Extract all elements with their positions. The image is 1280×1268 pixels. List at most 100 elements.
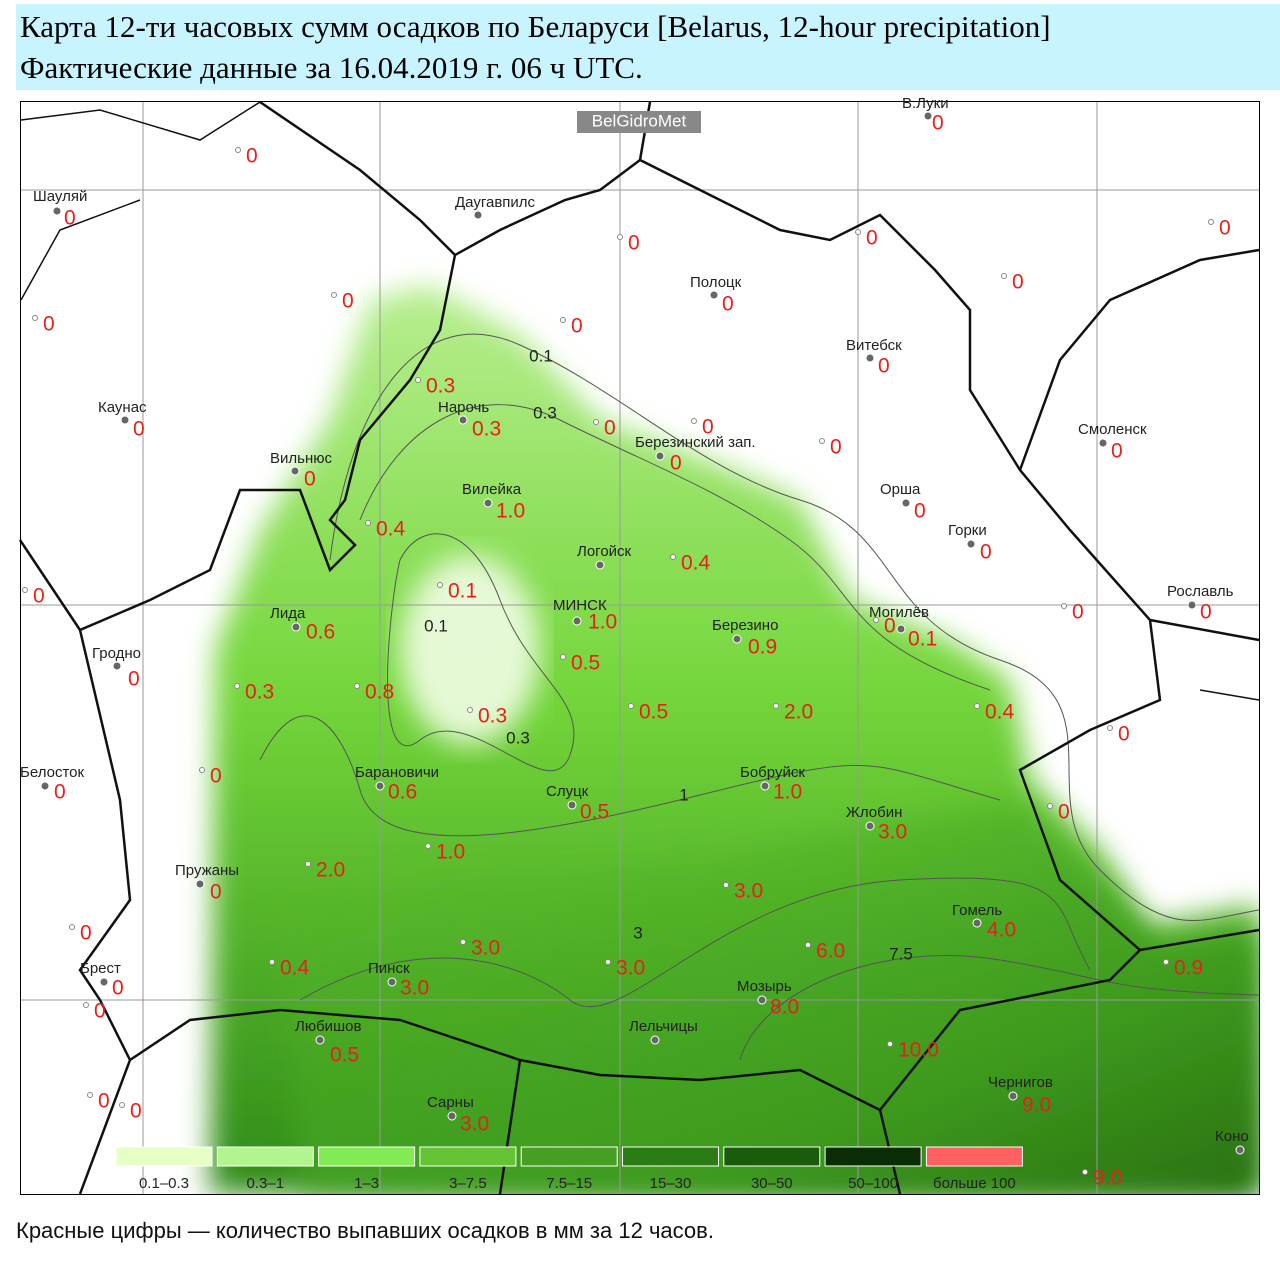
- station-dot: [112, 661, 122, 671]
- contour-label: 0.3: [506, 728, 530, 747]
- station-value: 0: [914, 500, 926, 523]
- point-value: 3.0: [616, 957, 645, 980]
- contours: [259, 333, 1260, 1061]
- station-value: 0: [980, 541, 992, 564]
- point-dot: [467, 707, 473, 713]
- point-value: 0.1: [448, 580, 477, 603]
- station-dot: [595, 560, 605, 570]
- point-value: 0: [130, 1100, 142, 1123]
- station-name: Мозырь: [737, 978, 792, 995]
- legend-label: 3–7.5: [449, 1175, 487, 1192]
- station-name: Березинский зап.: [635, 434, 756, 451]
- station-dot: [387, 977, 397, 987]
- station-value: 0: [64, 207, 76, 230]
- point-value: 0.4: [280, 957, 310, 980]
- station-name: Орша: [880, 481, 921, 498]
- point-dot: [83, 1002, 89, 1008]
- subtitle: Фактические данные за 16.04.2019 г. 06 ч…: [20, 50, 643, 85]
- station-value: 8.0: [770, 996, 799, 1019]
- point-value: 2.0: [316, 859, 345, 882]
- station-dot: [291, 622, 301, 632]
- point-dot: [560, 654, 566, 660]
- title: Карта 12-ти часовых сумм осадков по Бела…: [20, 9, 1051, 44]
- point-dot: [605, 959, 611, 965]
- station-dot: [52, 206, 62, 216]
- point-dot: [1208, 219, 1214, 225]
- station-value: 0: [670, 452, 682, 475]
- point-dot: [354, 683, 360, 689]
- point-dot: [670, 554, 676, 560]
- point-dot: [855, 229, 861, 235]
- legend-label: 50–100: [848, 1175, 898, 1192]
- map: BelGidroMet Шауляй 0 Даугавпилс В.Луки 0 Поло…: [18, 95, 1260, 1195]
- station-name: Сарны: [427, 1094, 474, 1111]
- legend-label: 1–3: [354, 1175, 379, 1192]
- point-dot: [1163, 959, 1169, 965]
- point-value: 0: [866, 227, 878, 250]
- station-name: Пружаны: [175, 862, 239, 879]
- legend-label: 7.5–15: [546, 1175, 592, 1192]
- station-value: 1.0: [773, 781, 802, 804]
- station-value: 0.6: [388, 781, 417, 804]
- station-value: 0: [54, 781, 66, 804]
- point-dot: [32, 315, 38, 321]
- station-dot: [375, 781, 385, 791]
- point-dot: [593, 419, 599, 425]
- point-dot: [234, 683, 240, 689]
- station-dot: [473, 210, 483, 220]
- point-value: 0: [246, 145, 258, 168]
- station-dot: [315, 1035, 325, 1045]
- point-value: 0: [33, 585, 45, 608]
- station-dot: [290, 466, 300, 476]
- station-dot: [1235, 1145, 1245, 1155]
- station-dot: [99, 977, 109, 987]
- legend-swatch: [115, 1146, 213, 1167]
- point-dot: [437, 582, 443, 588]
- legend-swatch: [520, 1146, 618, 1167]
- station-value: 1.0: [496, 500, 525, 523]
- point-value: 0.5: [571, 652, 600, 675]
- point-dot: [1107, 725, 1113, 731]
- station-name: Лельчицы: [629, 1018, 698, 1035]
- station-name: Каунас: [98, 399, 147, 416]
- point-value: 0.4: [681, 552, 711, 575]
- point-dot: [199, 767, 205, 773]
- station-dot: [901, 498, 911, 508]
- point-value: 0: [210, 765, 222, 788]
- station-value: 0.9: [748, 636, 777, 659]
- point-dot: [560, 317, 566, 323]
- station-dot: [923, 111, 933, 121]
- point-dot: [819, 438, 825, 444]
- point-value: 0.9: [1174, 957, 1203, 980]
- point-value: 0: [702, 416, 714, 439]
- station-name: Могилёв: [869, 604, 929, 621]
- station-name: Белосток: [20, 764, 84, 781]
- point-dot: [974, 703, 980, 709]
- station-dot: [896, 624, 906, 634]
- legend-swatch: [622, 1146, 719, 1167]
- point-value: 0.5: [639, 701, 668, 724]
- contour-label: 0.1: [529, 346, 553, 365]
- station-name: Горки: [948, 522, 987, 539]
- station-name: Барановичи: [355, 764, 439, 781]
- point-dot: [1061, 603, 1067, 609]
- legend-swatch: [723, 1146, 821, 1167]
- point-dot: [460, 939, 466, 945]
- station-dot: [757, 995, 767, 1005]
- station-dot: [650, 1035, 660, 1045]
- point-value: 10.0: [898, 1039, 939, 1062]
- station-name: Витебск: [846, 337, 902, 354]
- point-dot: [235, 147, 241, 153]
- point-dot: [873, 617, 879, 623]
- point-dot: [1001, 273, 1007, 279]
- contour-label: 0.3: [533, 403, 557, 422]
- station-name: Полоцк: [690, 274, 742, 291]
- point-value: 0: [884, 615, 896, 638]
- point-dot: [22, 587, 28, 593]
- point-value: 0: [1118, 723, 1130, 746]
- legend-swatch: [318, 1146, 416, 1167]
- station-value: 3.0: [400, 977, 429, 1000]
- point-value: 0.3: [426, 375, 455, 398]
- station-value: 0: [878, 355, 890, 378]
